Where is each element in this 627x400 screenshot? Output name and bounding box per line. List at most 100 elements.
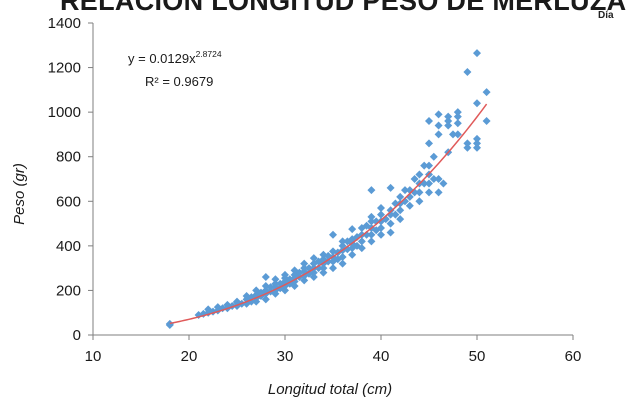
data-point: [309, 254, 318, 263]
data-point: [281, 270, 289, 279]
data-point: [396, 192, 405, 201]
data-point: [290, 281, 299, 290]
data-point: [434, 130, 443, 139]
data-point: [453, 119, 462, 128]
trendline: [169, 103, 488, 325]
data-point: [401, 186, 409, 195]
data-point: [329, 230, 337, 239]
data-point: [420, 161, 429, 170]
equation-exponent: 2.8724: [196, 49, 222, 59]
data-point: [377, 230, 385, 239]
data-point: [367, 186, 376, 195]
data-point: [300, 276, 309, 285]
data-point: [377, 203, 385, 212]
data-point: [482, 88, 491, 97]
data-point: [415, 188, 424, 197]
data-point: [444, 112, 453, 121]
data-point: [449, 130, 457, 139]
data-point: [348, 250, 357, 259]
data-point: [261, 273, 270, 282]
data-point: [367, 217, 376, 226]
data-point: [429, 152, 438, 161]
data-points: [165, 49, 491, 329]
data-point: [439, 179, 448, 188]
data-point: [425, 139, 433, 148]
data-point: [329, 264, 337, 273]
data-point: [386, 228, 395, 237]
y-tick-label: 0: [73, 327, 81, 344]
data-point: [444, 121, 453, 130]
data-point: [473, 139, 481, 148]
data-point: [434, 110, 443, 119]
equation-text: y = 0.0129x: [128, 51, 196, 66]
data-point: [367, 212, 376, 221]
data-point: [377, 224, 385, 233]
data-point: [410, 175, 419, 183]
y-ticks: 0 200 400 600 800 1000 1200 1400: [48, 15, 93, 344]
data-point: [367, 237, 376, 246]
data-point: [473, 143, 481, 152]
data-point: [348, 225, 357, 234]
data-point: [314, 264, 323, 273]
y-tick-label: 1000: [48, 104, 81, 121]
data-point: [453, 108, 462, 117]
data-point: [473, 49, 481, 58]
side-text-fragment: Día: [598, 10, 614, 21]
data-point: [434, 121, 443, 130]
x-ticks: 10 20 30 40 50 60: [85, 335, 582, 365]
data-point: [300, 264, 309, 273]
data-point: [453, 130, 462, 139]
x-tick-label: 30: [277, 348, 294, 365]
data-point: [357, 244, 366, 253]
data-point: [482, 117, 491, 126]
data-point: [391, 210, 400, 219]
y-tick-label: 600: [56, 193, 81, 210]
x-axis-label: Longitud total (cm): [268, 381, 392, 398]
data-point: [463, 68, 472, 77]
equation-label: y = 0.0129x2.8724: [128, 49, 222, 66]
x-tick-label: 60: [565, 348, 582, 365]
r-squared-label: R² = 0.9679: [145, 74, 213, 89]
data-point: [377, 210, 385, 219]
data-point: [425, 161, 433, 170]
data-point: [425, 117, 433, 126]
data-point: [386, 219, 395, 228]
data-point: [473, 99, 481, 108]
data-point: [434, 175, 443, 183]
data-point: [396, 206, 405, 215]
data-point: [463, 139, 472, 148]
y-tick-label: 400: [56, 238, 81, 255]
y-tick-label: 1200: [48, 60, 81, 77]
data-point: [405, 201, 414, 210]
data-point: [415, 170, 424, 179]
data-point: [319, 264, 328, 273]
data-point: [386, 183, 395, 192]
data-point: [324, 257, 333, 266]
data-point: [271, 275, 280, 284]
data-point: [453, 112, 462, 121]
data-point: [338, 253, 347, 261]
data-point: [309, 273, 318, 282]
data-point: [357, 237, 366, 246]
data-point: [165, 319, 174, 328]
data-point: [261, 295, 270, 304]
y-tick-label: 200: [56, 282, 81, 299]
data-point: [463, 143, 472, 152]
data-point: [444, 117, 453, 126]
axes: [92, 23, 573, 336]
data-point: [396, 215, 405, 224]
data-point: [300, 259, 309, 268]
chart-title: RELACIÓN LONGITUD PESO DE MERLUZA: [60, 0, 627, 16]
data-point: [429, 175, 438, 183]
data-point: [473, 134, 481, 143]
data-point: [266, 283, 275, 292]
y-axis-label: Peso (gr): [11, 163, 28, 225]
x-tick-label: 20: [181, 348, 198, 365]
data-point: [425, 179, 433, 188]
data-point: [434, 188, 443, 197]
y-tick-label: 800: [56, 149, 81, 166]
data-point: [386, 206, 395, 215]
x-tick-label: 10: [85, 348, 102, 365]
